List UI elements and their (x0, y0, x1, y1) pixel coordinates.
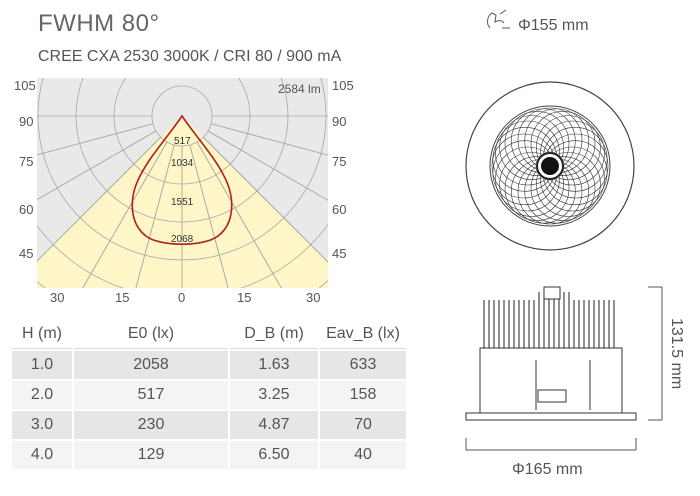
ring-value-1034: 1034 (171, 158, 194, 169)
angle-label-right-60: 60 (332, 202, 346, 217)
angle-label-right-105: 105 (332, 78, 354, 93)
flux-label: 2584 lm (278, 82, 321, 96)
side-view (465, 286, 637, 421)
bottom-label-15-left: 15 (115, 290, 129, 305)
table-row: 2.0 517 3.25 158 (12, 381, 406, 409)
angle-label-right-45: 45 (332, 246, 346, 261)
height-dimension: 131.5 mm (668, 318, 685, 389)
table-row: 3.0 230 4.87 70 (12, 411, 406, 439)
top-connector (543, 286, 561, 300)
ring-value-517: 517 (174, 136, 191, 147)
cell-eavb: 70 (320, 411, 406, 439)
cell-db: 4.87 (230, 411, 318, 439)
diameter-dimension-line (465, 438, 637, 451)
beam-cone (37, 116, 328, 288)
honeycomb-louver (491, 107, 609, 225)
polar-grid-radial (207, 130, 328, 201)
angle-label-left-45: 45 (19, 246, 33, 261)
cell-db: 6.50 (230, 441, 318, 469)
bottom-label-15-right: 15 (237, 290, 251, 305)
cell-e0: 129 (74, 441, 228, 469)
intensity-curve (131, 114, 233, 245)
polar-diagram: 105 90 75 60 45 105 90 75 60 45 30 15 0 … (14, 78, 354, 305)
angle-label-right-75: 75 (332, 154, 346, 169)
cell-e0: 230 (74, 411, 228, 439)
chart-title: FWHM 80° (38, 10, 160, 37)
cell-h: 4.0 (12, 441, 72, 469)
header-e0: E0 (lx) (74, 320, 228, 349)
header-eavb: Eav_B (lx) (320, 320, 406, 349)
cell-h: 2.0 (12, 381, 72, 409)
bottom-label-30-right: 30 (306, 290, 320, 305)
polar-grid-radial (37, 123, 154, 156)
angle-label-left-75: 75 (19, 154, 33, 169)
hand-cutout-icon (487, 9, 510, 29)
header-h: H (m) (12, 320, 72, 349)
spring-clip (537, 389, 567, 403)
bottom-label-0: 0 (178, 290, 185, 305)
angle-label-left-60: 60 (19, 202, 33, 217)
ring-value-2068: 2068 (171, 234, 194, 245)
cell-eavb: 158 (320, 381, 406, 409)
polar-grid-radial (37, 136, 162, 262)
cell-h: 1.0 (12, 351, 72, 379)
cell-eavb: 40 (320, 441, 406, 469)
cell-h: 3.0 (12, 411, 72, 439)
ring-value-1551: 1551 (171, 197, 194, 208)
angle-label-left-105: 105 (14, 78, 36, 93)
center-lens (541, 157, 559, 175)
housing-body (479, 347, 623, 414)
height-dimension-line (648, 286, 663, 421)
cell-eavb: 633 (320, 351, 406, 379)
header-db: D_B (m) (230, 320, 318, 349)
trim-flange (465, 412, 637, 421)
diameter-dimension: Φ165 mm (512, 461, 583, 478)
polar-grid-radial (82, 141, 168, 288)
angle-label-right-90: 90 (332, 114, 346, 129)
luminaire-drawing: Φ155 mm 131.5 mm Φ165 mm (465, 9, 685, 478)
chart-subtitle: CREE CXA 2530 3000K / CRI 80 / 900 mA (38, 48, 342, 65)
table-row: 1.0 2058 1.63 633 (12, 351, 406, 379)
cell-db: 3.25 (230, 381, 318, 409)
bottom-label-30-left: 30 (50, 290, 64, 305)
table-row: 4.0 129 6.50 40 (12, 441, 406, 469)
cell-db: 1.63 (230, 351, 318, 379)
illuminance-table: H (m) E0 (lx) D_B (m) Eav_B (lx) 1.0 205… (10, 318, 408, 471)
polar-grid-radial (196, 141, 282, 288)
polar-grid-radial (210, 123, 328, 156)
cell-e0: 2058 (74, 351, 228, 379)
polar-grid-radial (37, 130, 157, 201)
polar-grid-radial (189, 144, 229, 288)
cutout-dimension: Φ155 mm (518, 17, 589, 34)
angle-label-left-90: 90 (19, 114, 33, 129)
polar-grid-radial (202, 136, 328, 263)
polar-grid-radial (135, 144, 175, 288)
cell-e0: 517 (74, 381, 228, 409)
